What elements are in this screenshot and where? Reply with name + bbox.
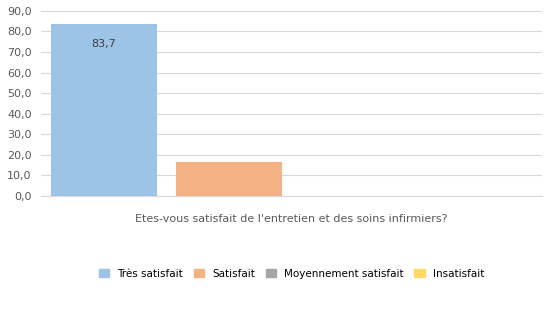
Legend: Très satisfait, Satisfait, Moyennement satisfait, Insatisfait: Très satisfait, Satisfait, Moyennement s…: [94, 265, 489, 283]
X-axis label: Etes-vous satisfait de l'entretien et des soins infirmiers?: Etes-vous satisfait de l'entretien et de…: [136, 214, 448, 224]
Text: 83,7: 83,7: [92, 39, 116, 49]
Bar: [51, 24, 157, 196]
Bar: [176, 162, 282, 196]
